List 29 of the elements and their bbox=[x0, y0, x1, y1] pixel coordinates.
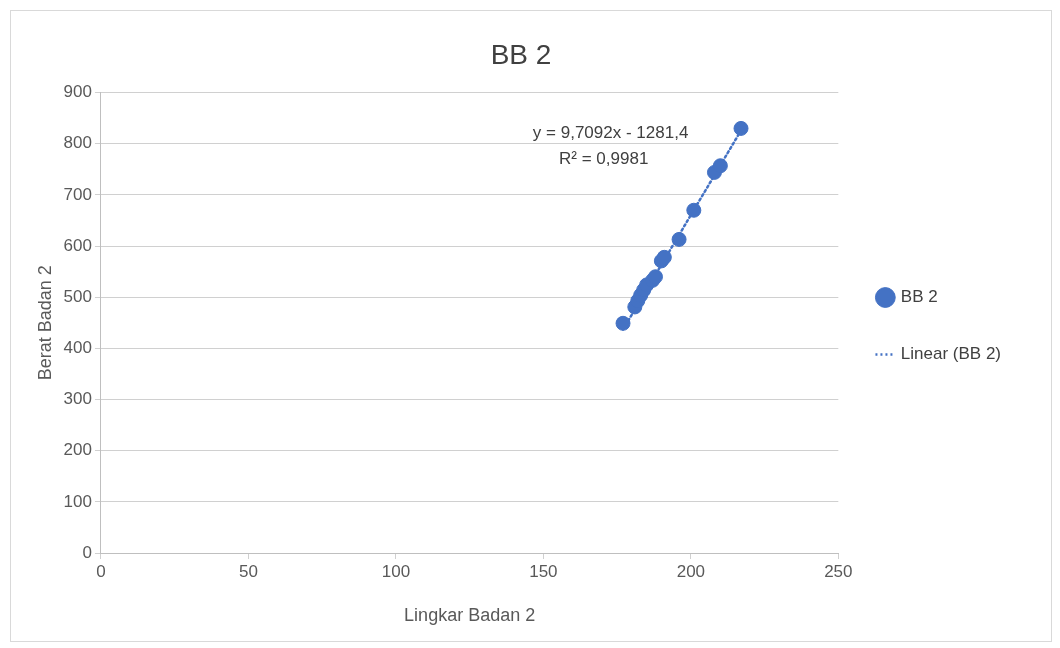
y-tick-label: 200 bbox=[63, 440, 92, 460]
point bbox=[656, 249, 672, 265]
x-axis-title: Lingkar Badan 2 bbox=[404, 605, 536, 626]
annotation: R² = 0,9981 bbox=[559, 148, 649, 168]
point bbox=[671, 231, 687, 247]
y-tick-label: 400 bbox=[63, 338, 92, 358]
y-tick-label: 300 bbox=[63, 389, 92, 409]
x-tick-label: 200 bbox=[676, 561, 706, 581]
x-tick-label: 0 bbox=[96, 561, 106, 581]
y-tick-label: 700 bbox=[63, 184, 92, 204]
y-tick-label: 500 bbox=[63, 286, 92, 306]
y-tick-label: 900 bbox=[63, 82, 92, 102]
point bbox=[733, 120, 749, 136]
y-tick-label: 800 bbox=[63, 133, 92, 153]
x-tick-label: 150 bbox=[529, 561, 558, 581]
x-tick-label: 100 bbox=[381, 561, 411, 581]
legend-label: BB 2 bbox=[900, 287, 938, 307]
point bbox=[615, 315, 631, 331]
y-tick-label: 100 bbox=[63, 491, 92, 511]
point bbox=[686, 202, 702, 218]
y-axis-title: Berat Badan 2 bbox=[34, 265, 55, 381]
x-tick-label: 250 bbox=[824, 561, 853, 581]
y-tick-label: 600 bbox=[63, 235, 92, 255]
chart-title: BB 2 bbox=[490, 38, 552, 70]
point bbox=[712, 158, 728, 174]
annotation: y = 9,7092x - 1281,4 bbox=[532, 122, 689, 142]
legend-label: Linear (BB 2) bbox=[900, 344, 1002, 364]
y-tick-label: 0 bbox=[82, 542, 92, 562]
x-tick-label: 50 bbox=[238, 561, 258, 581]
